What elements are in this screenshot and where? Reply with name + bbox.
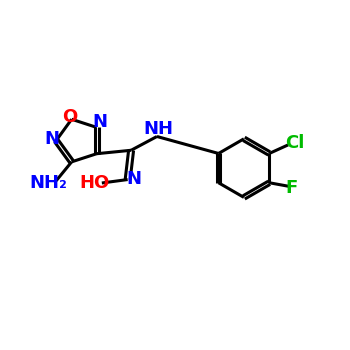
Text: NH₂: NH₂ — [30, 174, 68, 191]
Text: N: N — [126, 169, 141, 188]
Text: N: N — [93, 113, 107, 131]
Text: HO: HO — [80, 174, 110, 192]
Text: Cl: Cl — [285, 134, 304, 153]
Text: O: O — [62, 107, 78, 126]
Text: NH: NH — [143, 120, 173, 138]
Text: N: N — [44, 130, 60, 148]
Text: F: F — [286, 179, 298, 197]
